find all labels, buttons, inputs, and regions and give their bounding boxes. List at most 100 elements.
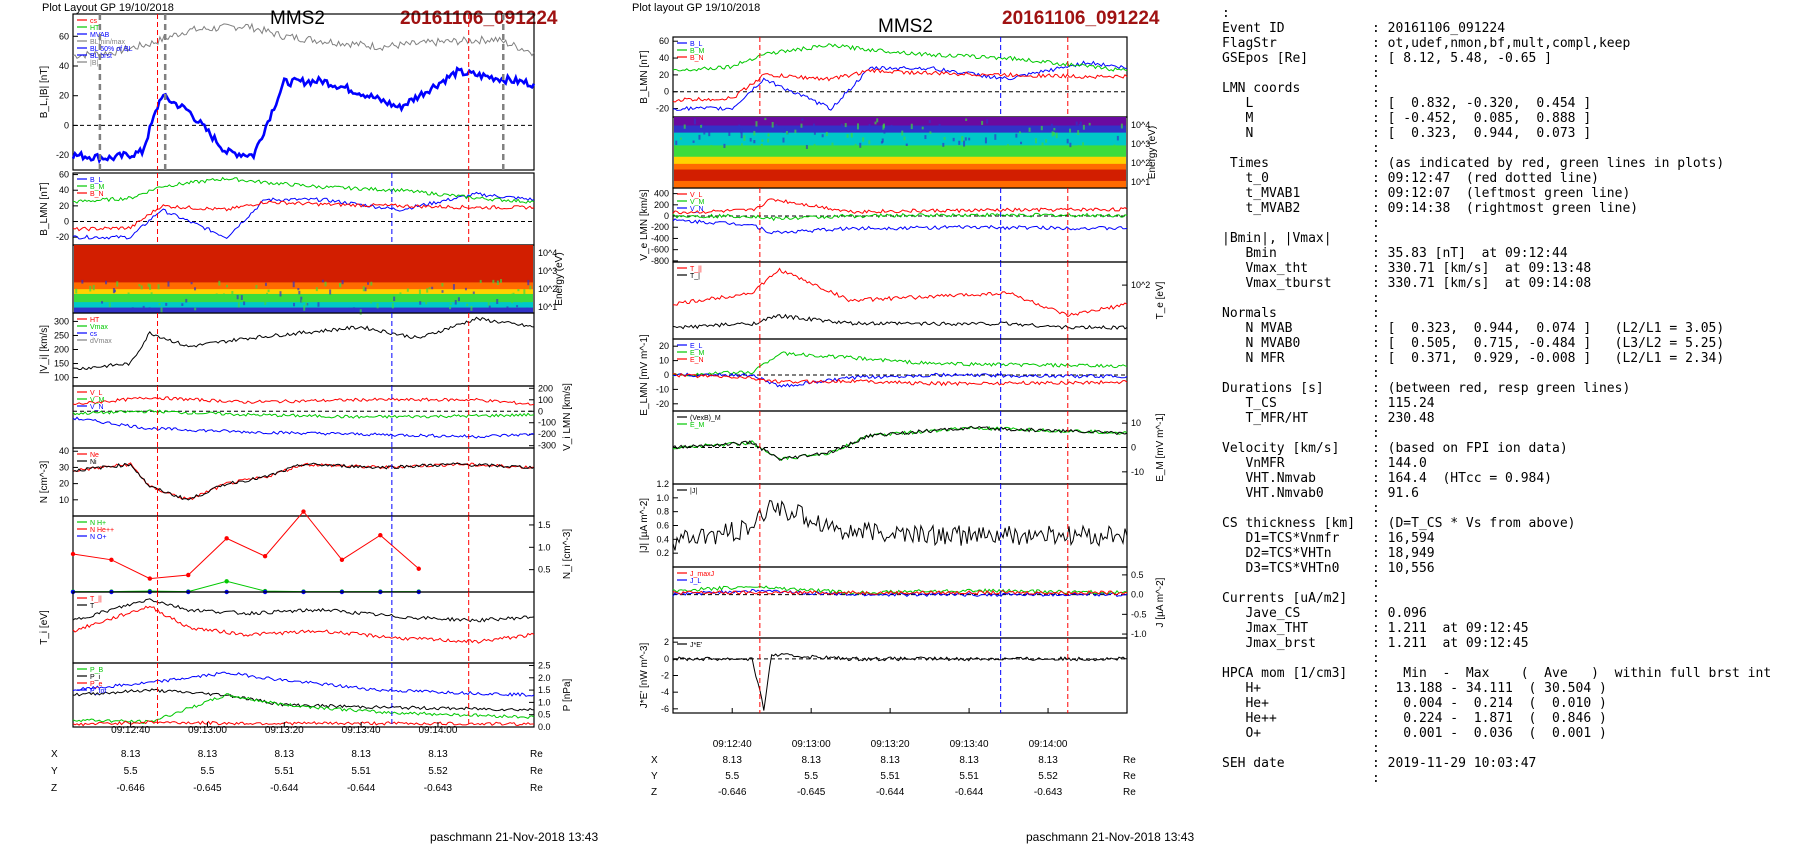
right-legend-label: B_N (690, 55, 704, 62)
right-series-line (672, 218, 1128, 235)
right-spectrogram-band (674, 125, 1126, 134)
right-ytick-label: 0 (1131, 443, 1136, 453)
right-spectrogram-band (674, 169, 1126, 182)
left-spectrogram-speck (147, 283, 150, 287)
info-key: CS thickness [km] (1222, 516, 1356, 531)
right-pos-value: 8.13 (1038, 755, 1058, 766)
right-spectrogram-speck (994, 134, 997, 140)
left-ytick-label: -20 (56, 150, 69, 160)
left-ytick-label: 40 (59, 446, 69, 456)
right-spectrogram-speck (1077, 145, 1080, 149)
right-ytick-label: 20 (659, 70, 669, 80)
left-series-line (72, 605, 535, 644)
right-spectrogram-speck (679, 137, 682, 140)
right-spectrogram-speck (952, 137, 955, 142)
left-spectrogram-speck (190, 282, 193, 285)
right-spectrogram-band (674, 156, 1126, 165)
left-legend-label: P_B (90, 667, 104, 674)
right-spectrogram-speck (764, 117, 767, 121)
right-spectrogram-speck (692, 125, 695, 131)
right-ytick-label: 0.0 (1131, 590, 1144, 600)
left-ytick-label: 150 (54, 359, 69, 369)
left-spectrogram-speck (488, 305, 491, 310)
info-value: : [ 0.323, 0.944, 0.073 ] (1372, 126, 1592, 141)
info-key: t_MVAB2 (1222, 201, 1301, 216)
left-spectrogram-speck (264, 301, 267, 305)
right-spectrogram-speck (1053, 131, 1056, 136)
right-spectrogram-speck (1019, 127, 1022, 132)
right-series-line (672, 267, 1128, 318)
info-value: : 2019-11-29 10:03:47 (1372, 756, 1537, 771)
event-info-table: : Event ID: 20161106_091224 FlagStr: ot,ud… (1222, 6, 1800, 796)
right-spectrogram-speck (693, 118, 696, 125)
left-spectrogram-speck (527, 279, 530, 286)
left-spectrogram-band (74, 289, 533, 295)
left-spectrogram-speck (305, 302, 308, 306)
info-key: Normals (1222, 306, 1277, 321)
info-value: : 115.24 (1372, 396, 1435, 411)
right-pos-value: 5.51 (880, 771, 900, 782)
left-spectrogram-speck (496, 280, 499, 286)
info-row: : (1222, 291, 1800, 306)
info-row: FlagStr: ot,udef,nmon,bf,mult,compl,keep (1222, 36, 1800, 51)
info-row: N MFR: [ 0.371, 0.929, -0.008 ] (L2/L1 =… (1222, 351, 1800, 366)
info-row: VnMFR: 144.0 (1222, 456, 1800, 471)
left-pos-value: -0.644 (347, 783, 376, 794)
right-pos-value: -0.644 (876, 787, 905, 798)
info-key: D2=TCS*VHTn (1222, 546, 1332, 561)
left-legend-label: dVmax (90, 338, 112, 345)
info-key: t_0 (1222, 171, 1269, 186)
right-spectrogram-speck (755, 121, 758, 127)
left-spectrogram-speck (138, 284, 141, 287)
left-pos-label: Y (51, 766, 58, 777)
right-spectrogram-band (674, 132, 1126, 146)
right-spectrogram-speck (813, 132, 816, 135)
left-legend-label: cs (90, 18, 98, 25)
right-spectrogram-speck (767, 133, 770, 137)
right-spectrogram-speck (986, 119, 989, 124)
info-key: He+ (1222, 696, 1269, 711)
right-spectrogram-speck (921, 126, 924, 130)
left-spectrogram-speck (101, 301, 104, 304)
right-ytick-label: 0.4 (656, 534, 669, 544)
left-spectrogram-speck (431, 286, 434, 290)
info-value: : [ 0.371, 0.929, -0.008 ] (L2/L1 = 2.34… (1372, 351, 1725, 366)
left-series-line (72, 462, 535, 501)
left-pos-value: 5.5 (124, 766, 138, 777)
left-ylabel: P [nPa] (562, 678, 573, 711)
right-series-line (672, 313, 1128, 330)
left-spectrogram-speck (301, 299, 304, 303)
right-spectrogram-speck (767, 138, 770, 143)
right-pos-value: 5.51 (959, 771, 979, 782)
right-time-label: 09:14:00 (1029, 739, 1068, 750)
left-spectrogram-speck (479, 279, 482, 283)
right-spectrogram-speck (1069, 128, 1072, 133)
left-ytick-label: 20 (59, 91, 69, 101)
right-series-line (672, 585, 1128, 595)
info-row: D2=TCS*VHTn: 18,949 (1222, 546, 1800, 561)
left-ylabel: B_L,|B| [nT] (39, 66, 50, 119)
right-legend-label: V_M (690, 199, 705, 206)
left-ytick-label: 200 (54, 345, 69, 355)
right-spectrogram-speck (890, 124, 893, 128)
left-spectrogram-speck (122, 295, 125, 301)
info-key: D1=TCS*Vnmfr (1222, 531, 1340, 546)
right-ytick-label: -800 (651, 256, 669, 266)
left-ylabel: B_LMN [nT] (39, 182, 50, 236)
left-series-marker (416, 566, 421, 571)
info-key: O+ (1222, 726, 1262, 741)
right-series-line (672, 425, 1128, 461)
info-value: : 230.48 (1372, 411, 1435, 426)
right-spectrogram-speck (964, 137, 967, 141)
info-row: t_0: 09:12:47 (red dotted line) (1222, 171, 1800, 186)
right-spectrogram-speck (1028, 127, 1031, 132)
info-key: Times (1222, 156, 1269, 171)
left-spectrogram-speck (487, 300, 490, 306)
right-ytick-label: -10 (656, 384, 669, 394)
left-time-label: 09:13:20 (265, 725, 304, 736)
left-spectrogram-speck (194, 307, 197, 311)
left-series-line (72, 462, 535, 501)
info-value: : (1372, 291, 1380, 306)
info-key: VHT.Nmvab (1222, 471, 1316, 486)
info-row: He++: 0.224 - 1.871 ( 0.846 ) (1222, 711, 1800, 726)
